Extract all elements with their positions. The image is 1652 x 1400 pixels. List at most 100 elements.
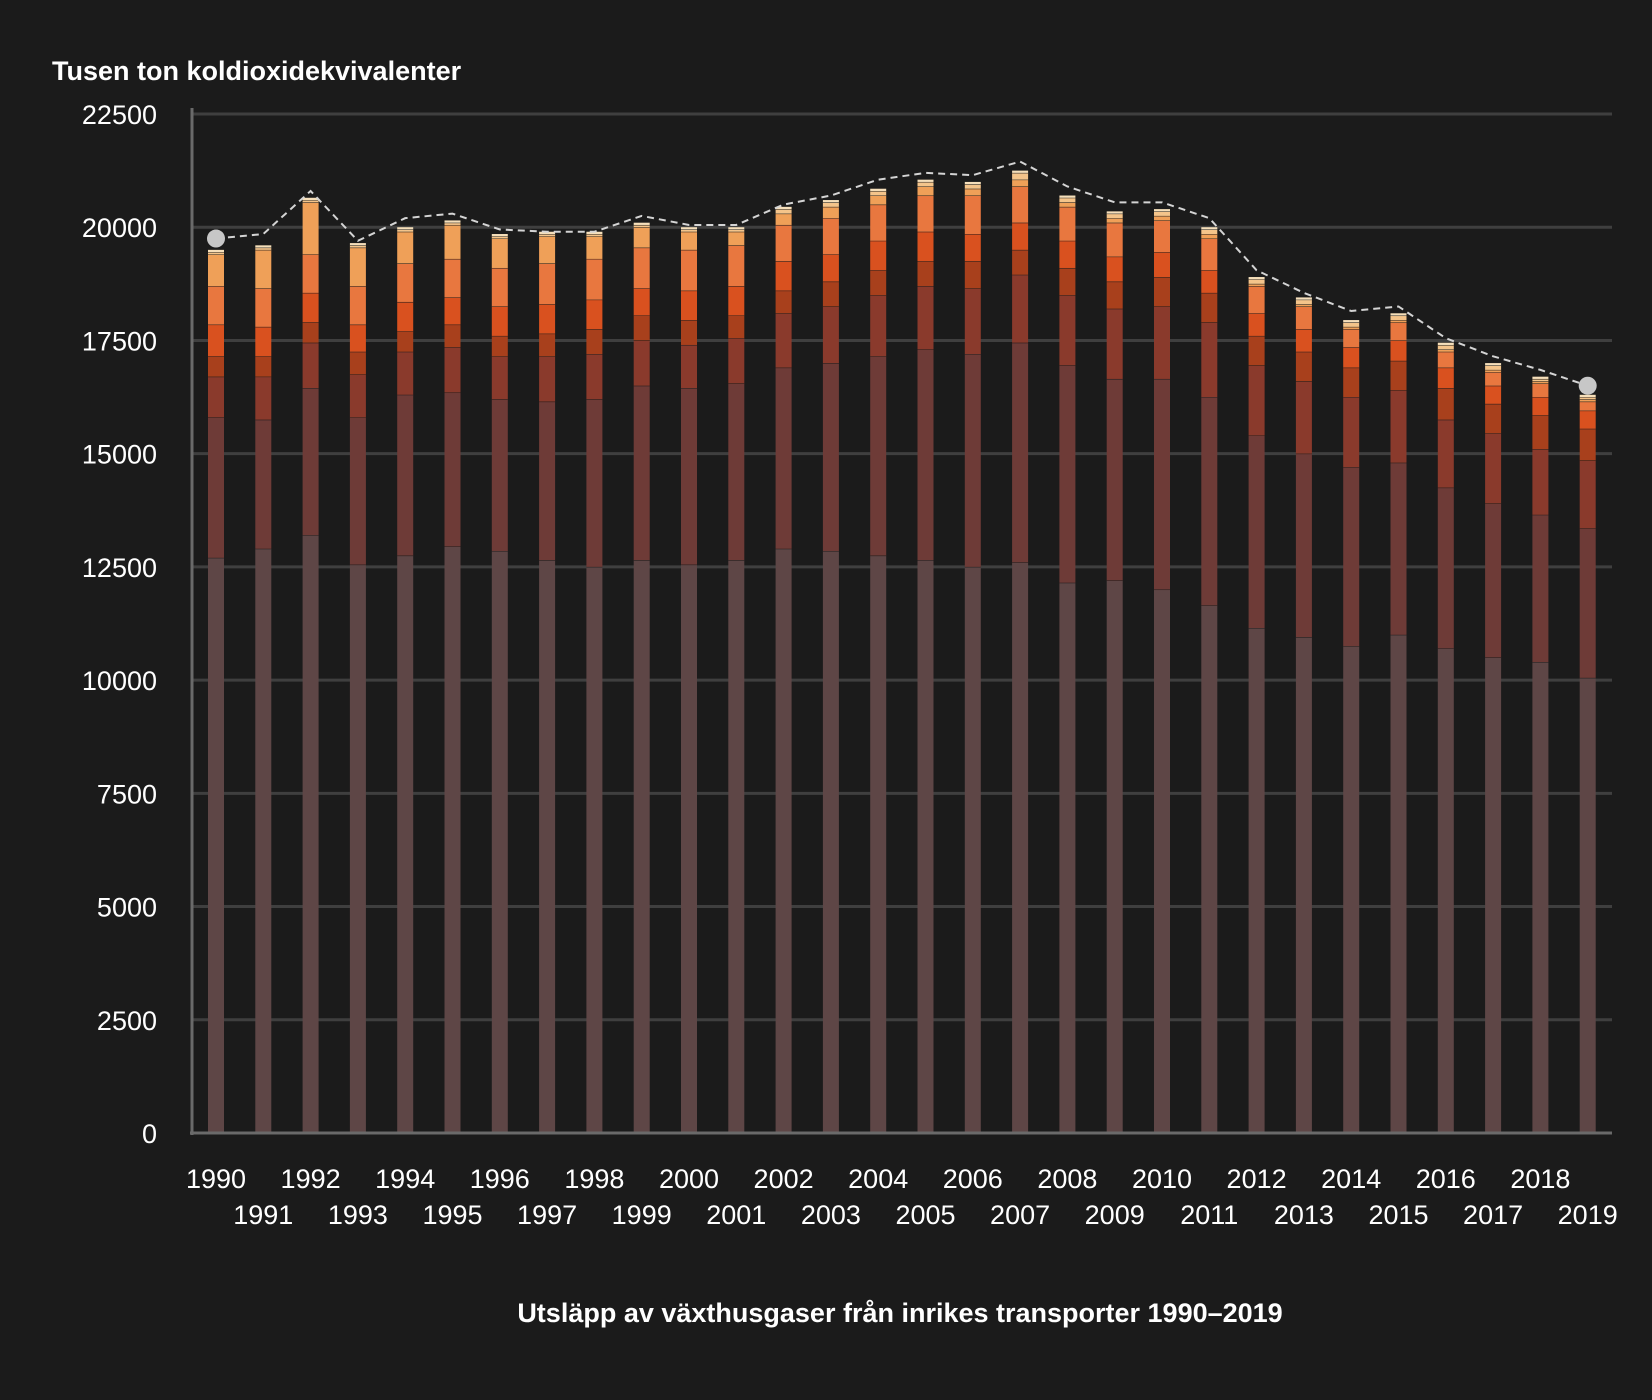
y-tick-label: 5000 xyxy=(97,893,157,923)
bar-2013 xyxy=(1295,297,1312,1133)
bar-segment xyxy=(1437,351,1454,368)
bar-segment xyxy=(775,224,792,262)
bar-segment xyxy=(1390,340,1407,361)
bar-segment xyxy=(1390,634,1407,1133)
bar-1994 xyxy=(397,227,414,1133)
bar-segment xyxy=(822,202,839,207)
bar-segment xyxy=(964,195,981,235)
bar-segment xyxy=(255,247,272,250)
bar-segment xyxy=(1390,320,1407,323)
bar-2017 xyxy=(1485,363,1502,1133)
bar-segment xyxy=(1343,326,1360,330)
x-tick-label: 2000 xyxy=(659,1164,719,1194)
bar-segment xyxy=(208,286,224,325)
bar-segment xyxy=(1485,363,1502,366)
bar-segment xyxy=(1248,286,1265,314)
bar-segment xyxy=(775,206,792,210)
bar-segment xyxy=(1106,580,1123,1133)
bar-segment xyxy=(870,195,887,205)
bar-segment xyxy=(349,564,366,1133)
bar-2016 xyxy=(1437,342,1454,1133)
bar-segment xyxy=(349,351,366,375)
bar-segment xyxy=(255,326,272,357)
y-tick-label: 2500 xyxy=(97,1006,157,1036)
bar-segment xyxy=(491,399,508,552)
bar-segment xyxy=(302,387,319,536)
bar-segment xyxy=(208,417,224,558)
bar-1998 xyxy=(586,231,603,1133)
bar-segment xyxy=(444,222,461,225)
bar-segment xyxy=(349,374,366,418)
bar-segment xyxy=(1437,487,1454,649)
bar-segment xyxy=(1106,222,1123,257)
bar-segment xyxy=(444,546,461,1133)
bar-segment xyxy=(302,292,319,323)
bar-segment xyxy=(633,315,650,341)
x-tick-label: 2003 xyxy=(801,1200,861,1230)
x-tick-label: 2013 xyxy=(1274,1200,1334,1230)
bar-segment xyxy=(208,249,224,253)
bar-segment xyxy=(681,249,697,291)
bar-segment xyxy=(633,222,650,225)
bar-segment xyxy=(681,227,697,230)
bar-segment xyxy=(728,315,745,339)
x-tick-label: 2018 xyxy=(1510,1164,1570,1194)
bar-segment xyxy=(917,181,934,187)
bar-segment xyxy=(1201,234,1218,239)
bar-segment xyxy=(1437,367,1454,388)
bar-segment xyxy=(586,299,603,330)
bar-segment xyxy=(1106,256,1123,282)
bar-segment xyxy=(870,190,887,196)
bar-segment xyxy=(917,261,934,287)
bar-segment xyxy=(491,238,508,268)
x-tick-label: 1992 xyxy=(281,1164,341,1194)
x-tick-label: 2012 xyxy=(1227,1164,1287,1194)
bar-segment xyxy=(1201,605,1218,1133)
bar-segment xyxy=(539,236,556,264)
bar-segment xyxy=(1012,172,1029,180)
trend-line xyxy=(215,160,1589,387)
bar-segment xyxy=(1579,410,1596,429)
bar-2007 xyxy=(1012,170,1029,1133)
bar-segment xyxy=(1343,367,1360,398)
bar-segment xyxy=(1295,351,1312,382)
bar-segment xyxy=(728,229,745,232)
bar-segment xyxy=(775,209,792,214)
bar-segment xyxy=(964,261,981,289)
y-tick-label: 22500 xyxy=(82,100,157,130)
bar-segment xyxy=(1248,365,1265,436)
bar-segment xyxy=(728,560,745,1133)
bar-segment xyxy=(586,354,603,400)
bar-segment xyxy=(1059,267,1076,296)
bar-segment xyxy=(1012,170,1029,173)
bar-segment xyxy=(1485,369,1502,373)
x-tick-label: 1993 xyxy=(328,1200,388,1230)
bar-segment xyxy=(1390,322,1407,341)
bar-segment xyxy=(964,234,981,262)
x-tick-label: 1997 xyxy=(517,1200,577,1230)
y-axis-label: Tusen ton koldioxidekvivalenter xyxy=(52,56,462,86)
gridlines xyxy=(192,112,1612,1022)
chart-title: Utsläpp av växthusgaser från inrikes tra… xyxy=(517,1298,1282,1328)
bar-segment xyxy=(302,202,319,255)
bar-segment xyxy=(1485,372,1502,386)
bar-segment xyxy=(1295,299,1312,305)
bar-segment xyxy=(1012,186,1029,223)
bar-segment xyxy=(1485,365,1502,370)
bar-segment xyxy=(917,231,934,262)
bar-segment xyxy=(1059,365,1076,583)
bar-segment xyxy=(208,557,224,1133)
x-tick-label: 2005 xyxy=(895,1200,955,1230)
bar-segment xyxy=(822,551,839,1133)
bar-segment xyxy=(1154,306,1170,379)
bar-segment xyxy=(255,548,272,1133)
bar-segment xyxy=(208,252,224,255)
bar-segment xyxy=(1154,215,1170,221)
x-tick-label: 1991 xyxy=(233,1200,293,1230)
bar-segment xyxy=(1532,415,1549,450)
bar-segment xyxy=(1106,378,1123,581)
bar-segment xyxy=(1248,283,1265,287)
bar-segment xyxy=(1154,209,1170,212)
bar-segment xyxy=(1532,514,1549,662)
